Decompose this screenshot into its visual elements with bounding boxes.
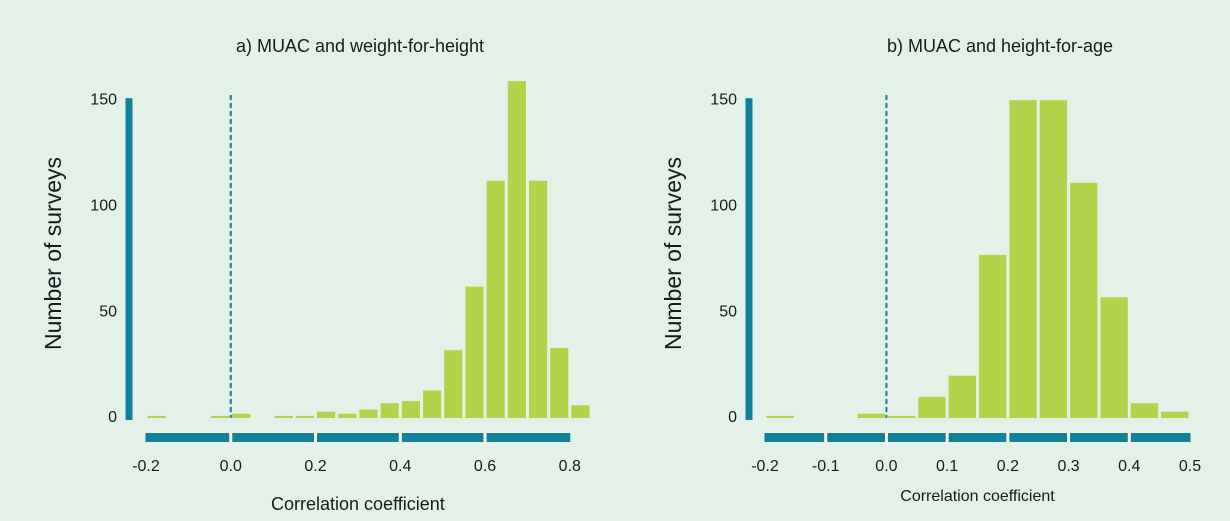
x-axis-label: Correlation coefficient bbox=[900, 488, 1055, 505]
bar bbox=[147, 415, 166, 418]
y-tick-label: 100 bbox=[710, 197, 737, 214]
y-axis bbox=[745, 98, 753, 420]
x-tick-label: 0.0 bbox=[220, 458, 242, 475]
bar bbox=[232, 413, 251, 418]
bar bbox=[1161, 411, 1189, 418]
bar bbox=[295, 415, 315, 418]
x-tick-label: 0.6 bbox=[474, 458, 496, 475]
y-axis-label: Number of surveys bbox=[40, 157, 66, 350]
bar bbox=[444, 350, 463, 418]
x-tick-label: 0.4 bbox=[1118, 458, 1140, 475]
x-tick-label: 0.4 bbox=[389, 458, 411, 475]
y-axis bbox=[125, 98, 133, 420]
x-tick-label: 0.5 bbox=[1179, 458, 1201, 475]
bar bbox=[857, 413, 885, 418]
y-axis-label: Number of surveys bbox=[660, 157, 686, 350]
x-axis-label: Correlation coefficient bbox=[271, 494, 445, 514]
x-tick-label: 0.3 bbox=[1057, 458, 1079, 475]
bar bbox=[550, 348, 569, 418]
x-tick-label: 0.2 bbox=[997, 458, 1019, 475]
bar bbox=[465, 286, 484, 418]
bar bbox=[422, 390, 442, 418]
bar bbox=[918, 396, 946, 418]
x-tick-label: 0.0 bbox=[875, 458, 897, 475]
bar bbox=[1100, 297, 1128, 418]
x-tick-label: -0.2 bbox=[132, 458, 160, 475]
y-tick-label: 100 bbox=[90, 197, 117, 214]
y-tick-label: 50 bbox=[99, 303, 117, 320]
x-tick-label: -0.1 bbox=[812, 458, 840, 475]
bar bbox=[1009, 100, 1037, 418]
bar bbox=[401, 401, 420, 418]
bar bbox=[211, 415, 230, 418]
x-axis bbox=[146, 433, 570, 442]
x-tick-label: -0.2 bbox=[751, 458, 779, 475]
bar bbox=[1130, 403, 1159, 418]
bar bbox=[887, 415, 916, 418]
chart-title: a) MUAC and weight-for-height bbox=[236, 36, 484, 56]
bar bbox=[948, 375, 976, 418]
bar bbox=[528, 180, 548, 418]
y-tick-label: 150 bbox=[90, 91, 117, 108]
y-tick-label: 0 bbox=[728, 409, 737, 426]
bar bbox=[380, 403, 399, 418]
x-tick-label: 0.2 bbox=[304, 458, 326, 475]
x-tick-label: 0.8 bbox=[559, 458, 581, 475]
bar bbox=[1070, 182, 1098, 418]
y-tick-label: 50 bbox=[719, 303, 737, 320]
bar bbox=[359, 409, 378, 418]
bar bbox=[766, 415, 794, 418]
y-tick-label: 150 bbox=[710, 91, 737, 108]
bar bbox=[571, 405, 590, 418]
y-tick-label: 0 bbox=[108, 409, 117, 426]
bar bbox=[979, 254, 1007, 418]
x-axis bbox=[765, 433, 1190, 442]
bar bbox=[1039, 100, 1068, 418]
bar bbox=[507, 81, 526, 419]
bar bbox=[274, 415, 293, 418]
bar bbox=[486, 180, 505, 418]
bar bbox=[317, 411, 336, 418]
x-tick-label: 0.1 bbox=[936, 458, 958, 475]
chart-title: b) MUAC and height-for-age bbox=[887, 36, 1113, 56]
bar bbox=[338, 413, 357, 418]
